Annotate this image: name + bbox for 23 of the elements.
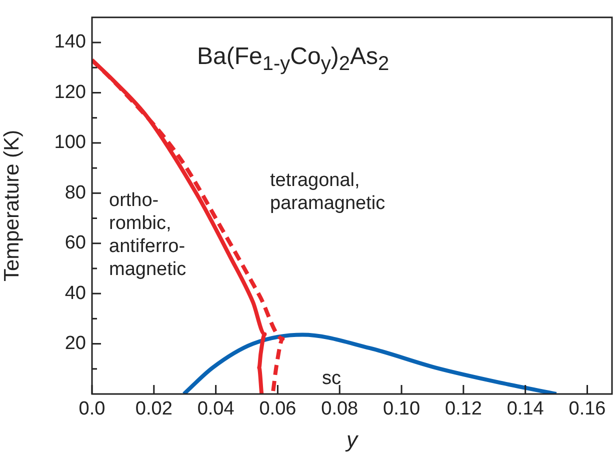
- x-tick-label: 0.12: [444, 398, 482, 420]
- x-tick-label: 0.06: [259, 398, 296, 420]
- x-tick-label: 0.02: [135, 398, 172, 420]
- y-tick-label: 20: [64, 333, 86, 354]
- y-tick-label: 140: [54, 32, 86, 53]
- annotation: tetragonal, paramagnetic: [270, 169, 386, 216]
- y-tick-label: 120: [54, 82, 86, 103]
- x-tick-label: 0.16: [568, 398, 606, 420]
- text: Ba(Fe$_{1-y}$Co$_{y}$)$_{2}$As$_{2}$: [197, 43, 390, 76]
- annotation: ortho- rombic, antiferro- magnetic: [109, 189, 186, 282]
- x-tick-label: 0.08: [321, 398, 358, 420]
- annotation: sc: [322, 367, 341, 390]
- x-tick-label: 0.10: [383, 398, 420, 420]
- y-tick-label: 60: [64, 232, 86, 254]
- y-axis-title: Temperature (K): [0, 130, 24, 282]
- x-axis-title: y: [344, 426, 360, 452]
- x-tick-label: 0.04: [197, 398, 235, 420]
- line-series: [182, 332, 558, 394]
- x-tick-label: 0.14: [506, 398, 544, 420]
- y-tick-label: 40: [64, 282, 86, 304]
- y-tick-label: 80: [64, 182, 86, 204]
- x-tick-label: 0.0: [78, 398, 106, 420]
- y-tick-label: 100: [54, 132, 86, 154]
